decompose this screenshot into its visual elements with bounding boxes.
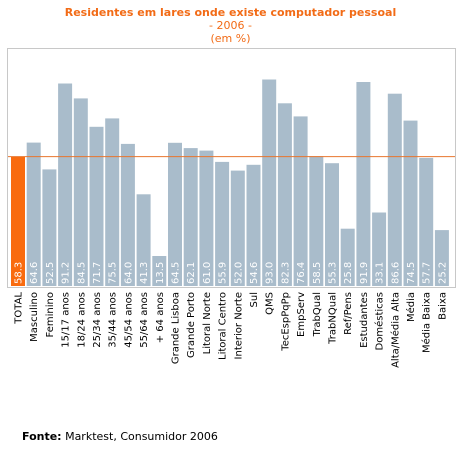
category-label: 18/24 anos — [76, 292, 87, 348]
value-label: 58.3 — [14, 262, 25, 284]
source-label: Fonte: — [22, 430, 62, 443]
category-label: EmpServ — [296, 292, 307, 337]
value-label: 71.7 — [92, 262, 103, 284]
bar — [89, 126, 104, 286]
category-label: QMS — [265, 292, 276, 315]
value-label: 74.5 — [406, 262, 417, 284]
value-label: 52.5 — [45, 262, 56, 284]
bar — [105, 118, 120, 287]
bar — [372, 212, 387, 286]
category-label: 15/17 anos — [61, 292, 72, 348]
value-label: 58.5 — [312, 262, 323, 284]
value-label: 82.3 — [280, 262, 291, 284]
value-label: 91.9 — [359, 262, 370, 284]
chart-subtitle: - 2006 - — [209, 19, 252, 32]
source-note: Fonte: Marktest, Consumidor 2006 — [22, 430, 218, 443]
bar — [73, 98, 88, 287]
value-label: 86.6 — [390, 262, 401, 284]
value-label: 75.5 — [108, 262, 119, 284]
category-label: Domésticas — [374, 292, 386, 350]
value-label: 62.1 — [186, 262, 197, 284]
category-label: 25/34 anos — [92, 292, 103, 348]
bar — [434, 230, 449, 286]
bar — [246, 164, 261, 286]
bar — [215, 161, 230, 286]
category-label: Média — [405, 292, 417, 322]
bar — [26, 142, 41, 286]
value-label: 91.2 — [61, 262, 72, 284]
category-label: TrabQual — [312, 292, 323, 337]
category-label: Média Baixa — [421, 292, 433, 353]
category-label: Grande Porto — [186, 292, 197, 358]
value-label: 52.0 — [233, 262, 244, 284]
value-label: 57.7 — [422, 262, 433, 284]
category-label: Baixa — [437, 292, 448, 320]
category-label: Ref/Pens — [343, 292, 354, 335]
bar — [387, 93, 402, 286]
category-label: Sul — [249, 292, 260, 307]
plot-frame — [7, 48, 456, 288]
bar — [309, 156, 324, 286]
value-label: 64.5 — [171, 262, 182, 284]
category-label: Masculino — [29, 292, 40, 342]
value-label: 76.4 — [296, 262, 307, 284]
bar — [199, 150, 214, 286]
bar — [293, 116, 308, 287]
bar — [340, 228, 355, 286]
bar — [58, 83, 73, 286]
value-label: 64.6 — [29, 262, 40, 284]
bar — [277, 103, 292, 286]
bar — [356, 82, 371, 286]
bar — [403, 120, 418, 286]
value-label: 55.9 — [218, 262, 229, 284]
value-label: 55.3 — [328, 262, 339, 284]
value-label: 54.6 — [249, 262, 260, 284]
value-label: 25.2 — [437, 262, 448, 284]
bar — [183, 148, 198, 286]
value-label: 93.0 — [265, 262, 276, 284]
category-label: 35/44 anos — [108, 292, 119, 348]
category-label: 55/64 anos — [139, 292, 150, 348]
value-label: 25.8 — [343, 262, 354, 284]
category-label: Litoral Centro — [218, 292, 229, 360]
value-label: 64.0 — [123, 262, 134, 284]
bar — [325, 163, 339, 286]
category-label: Alta/Média Alta — [389, 292, 401, 368]
bar — [230, 170, 245, 286]
category-label: TecEspPqPp — [280, 292, 291, 352]
bar — [262, 79, 277, 286]
chart-unit: (em %) — [210, 32, 251, 45]
category-label: Feminino — [45, 292, 56, 337]
category-label: Grande Lisboa — [171, 292, 182, 364]
category-label: Interior Norte — [233, 292, 244, 359]
bar — [419, 157, 434, 286]
category-label: Litoral Norte — [202, 292, 213, 354]
category-label: Estudantes — [359, 292, 370, 348]
bar — [120, 143, 135, 286]
category-label: 45/54 anos — [123, 292, 134, 348]
value-label: 61.0 — [202, 262, 213, 284]
value-label: 41.3 — [139, 262, 150, 284]
bar — [42, 169, 57, 286]
bar — [136, 194, 151, 286]
category-label: TOTAL — [14, 292, 25, 325]
category-label: TrabNQual — [328, 292, 339, 345]
value-label: 33.1 — [375, 262, 386, 284]
bar — [168, 142, 182, 286]
category-label: + 64 anos — [155, 292, 166, 343]
bar — [11, 156, 25, 286]
value-label: 84.5 — [76, 262, 87, 284]
source-text: Marktest, Consumidor 2006 — [61, 430, 218, 443]
value-label: 13.5 — [155, 262, 166, 284]
bar — [152, 256, 167, 286]
chart-title: Residentes em lares onde existe computad… — [64, 6, 397, 19]
